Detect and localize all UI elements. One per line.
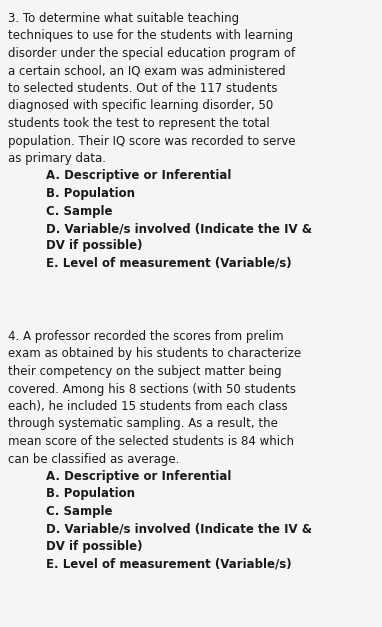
Text: to selected students. Out of the 117 students: to selected students. Out of the 117 stu…: [8, 82, 277, 95]
Text: C. Sample: C. Sample: [46, 204, 113, 218]
Text: mean score of the selected students is 84 which: mean score of the selected students is 8…: [8, 435, 294, 448]
Text: each), he included 15 students from each class: each), he included 15 students from each…: [8, 400, 288, 413]
Text: diagnosed with specific learning disorder, 50: diagnosed with specific learning disorde…: [8, 100, 273, 112]
Text: B. Population: B. Population: [46, 187, 135, 200]
Text: covered. Among his 8 sections (with 50 students: covered. Among his 8 sections (with 50 s…: [8, 382, 296, 396]
Text: E. Level of measurement (Variable/s): E. Level of measurement (Variable/s): [46, 257, 291, 270]
Text: A. Descriptive or Inferential: A. Descriptive or Inferential: [46, 470, 231, 483]
Text: B. Population: B. Population: [46, 488, 135, 500]
Text: A. Descriptive or Inferential: A. Descriptive or Inferential: [46, 169, 231, 182]
Text: C. Sample: C. Sample: [46, 505, 113, 518]
Text: population. Their IQ score was recorded to serve: population. Their IQ score was recorded …: [8, 135, 296, 147]
Text: a certain school, an IQ exam was administered: a certain school, an IQ exam was adminis…: [8, 65, 286, 78]
Text: their competency on the subject matter being: their competency on the subject matter b…: [8, 365, 282, 378]
Text: E. Level of measurement (Variable/s): E. Level of measurement (Variable/s): [46, 557, 291, 571]
Text: techniques to use for the students with learning: techniques to use for the students with …: [8, 29, 293, 43]
Text: D. Variable/s involved (Indicate the IV &: D. Variable/s involved (Indicate the IV …: [46, 222, 312, 235]
Text: students took the test to represent the total: students took the test to represent the …: [8, 117, 270, 130]
Text: through systematic sampling. As a result, the: through systematic sampling. As a result…: [8, 418, 278, 431]
Text: D. Variable/s involved (Indicate the IV &: D. Variable/s involved (Indicate the IV …: [46, 522, 312, 535]
Text: exam as obtained by his students to characterize: exam as obtained by his students to char…: [8, 347, 301, 361]
Text: 4. A professor recorded the scores from prelim: 4. A professor recorded the scores from …: [8, 330, 283, 343]
Text: DV if possible): DV if possible): [46, 240, 142, 253]
Text: disorder under the special education program of: disorder under the special education pro…: [8, 47, 295, 60]
Text: DV if possible): DV if possible): [46, 540, 142, 553]
Text: 3. To determine what suitable teaching: 3. To determine what suitable teaching: [8, 12, 239, 25]
Text: can be classified as average.: can be classified as average.: [8, 453, 180, 465]
Text: as primary data.: as primary data.: [8, 152, 106, 165]
